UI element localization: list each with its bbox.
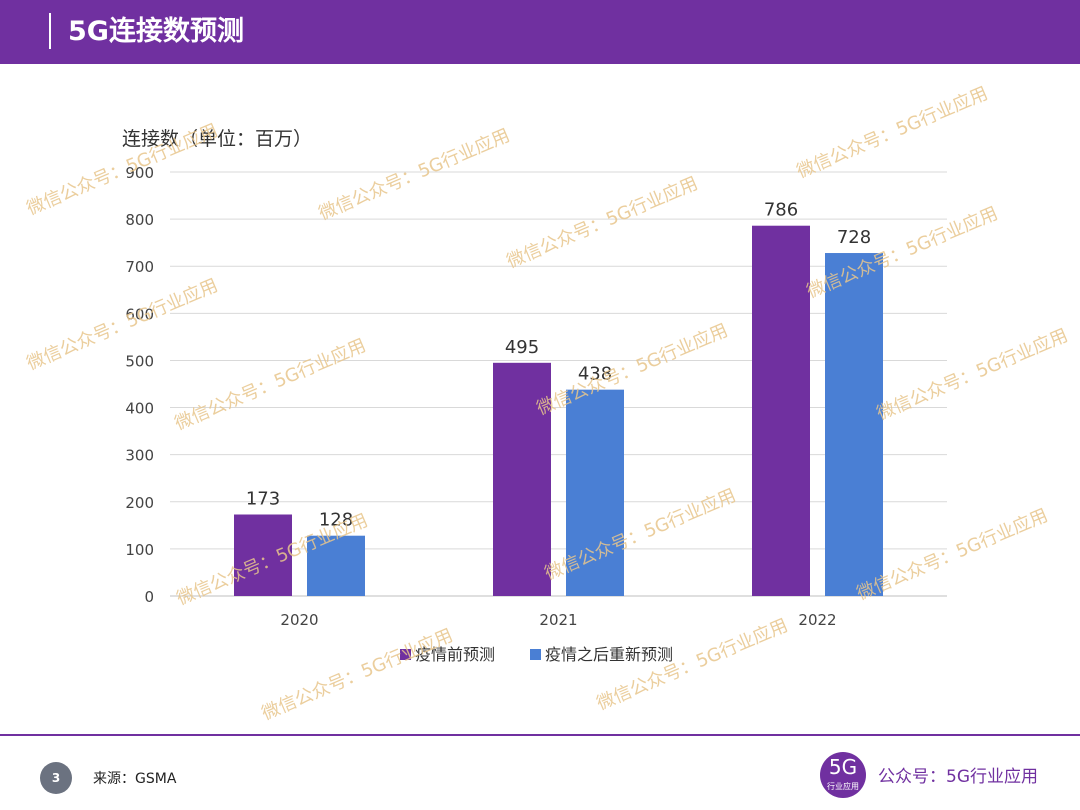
bar-chart: 173 128 495 438 786 728 0 100 200 300 400 500 600 70… — [0, 64, 1080, 734]
x-tick-label: 2022 — [798, 611, 836, 629]
logo-5g-text: 5G — [828, 755, 858, 779]
data-label: 438 — [578, 364, 612, 385]
account-name: 公众号：5G行业应用 — [878, 767, 1038, 787]
bar-post-pandemic-2020 — [307, 535, 365, 596]
footer-divider — [0, 734, 1080, 736]
brand-logo: 5G 行业应用 — [820, 752, 866, 798]
y-tick-label: 0 — [144, 588, 154, 606]
chart-canvas: 173 128 495 438 786 728 0 100 200 300 400 500 600 70… — [122, 128, 947, 664]
chart-data-labels: 173 128 495 438 786 728 — [246, 200, 871, 531]
legend-label: 疫情前预测 — [415, 645, 495, 664]
y-tick-label: 200 — [125, 494, 154, 512]
y-axis-title: 连接数（单位：百万） — [122, 128, 312, 150]
chart-legend: 疫情前预测 疫情之后重新预测 — [400, 645, 673, 664]
legend-label: 疫情之后重新预测 — [545, 645, 673, 664]
chart-bars — [234, 225, 883, 596]
y-tick-label: 900 — [125, 164, 154, 182]
bar-pre-pandemic-2020 — [234, 514, 292, 596]
y-tick-label: 300 — [125, 447, 154, 465]
x-axis-ticks: 2020 2021 2022 — [280, 611, 836, 629]
legend-swatch — [530, 649, 541, 660]
logo-subtext: 行业应用 — [827, 782, 859, 791]
y-tick-label: 500 — [125, 352, 154, 370]
bar-pre-pandemic-2022 — [752, 225, 810, 596]
data-label: 786 — [764, 200, 798, 221]
data-label: 495 — [505, 337, 539, 358]
bar-post-pandemic-2022 — [825, 253, 883, 596]
x-tick-label: 2020 — [280, 611, 318, 629]
y-tick-label: 700 — [125, 258, 154, 276]
bar-pre-pandemic-2021 — [493, 362, 551, 596]
y-axis-ticks: 0 100 200 300 400 500 600 700 800 900 — [125, 164, 154, 606]
header-divider — [49, 13, 51, 49]
page-title: 5G连接数预测 — [68, 16, 244, 47]
data-label: 128 — [319, 510, 353, 531]
y-tick-label: 800 — [125, 211, 154, 229]
y-tick-label: 600 — [125, 305, 154, 323]
page-number: 3 — [40, 762, 72, 794]
data-label: 173 — [246, 488, 280, 509]
y-tick-label: 400 — [125, 400, 154, 418]
x-tick-label: 2021 — [539, 611, 577, 629]
chart-gridlines — [170, 171, 947, 597]
data-label: 728 — [837, 227, 871, 248]
y-tick-label: 100 — [125, 541, 154, 559]
source-note: 来源：GSMA — [93, 771, 177, 787]
bar-post-pandemic-2021 — [566, 389, 624, 596]
legend-swatch — [400, 649, 411, 660]
header-bar: 5G连接数预测 — [0, 0, 1080, 64]
